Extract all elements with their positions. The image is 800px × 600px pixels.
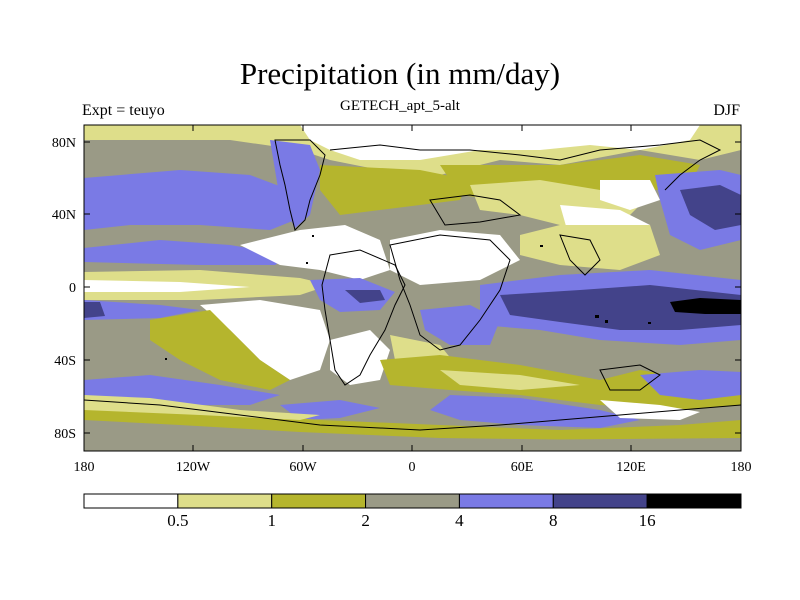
colorbar-swatch bbox=[271, 493, 367, 509]
eqpac-dark bbox=[84, 302, 105, 318]
indo-dark bbox=[500, 285, 741, 330]
lat-tick-label: 0 bbox=[69, 281, 76, 296]
colorbar-swatch bbox=[458, 493, 554, 509]
colorbar-label: 4 bbox=[455, 511, 464, 530]
coast-india bbox=[559, 234, 601, 276]
coast-greenland-arctic bbox=[329, 139, 722, 191]
coast-antarctica bbox=[84, 399, 741, 431]
ant-olive bbox=[84, 405, 741, 440]
page-title: Precipitation (in mm/day) bbox=[239, 56, 561, 91]
natl-olive bbox=[320, 165, 470, 215]
colorbar-label: 8 bbox=[549, 511, 558, 530]
lat-tick-label: 80N bbox=[52, 136, 76, 151]
colorbar-label: 2 bbox=[361, 511, 370, 530]
s-yellow-band bbox=[440, 370, 580, 390]
so-blue-2 bbox=[430, 395, 640, 428]
coast-europe bbox=[429, 194, 522, 226]
coastlines bbox=[84, 139, 741, 431]
ant-yellow bbox=[84, 395, 320, 420]
nh-desert-white bbox=[240, 225, 390, 280]
so-blue-3 bbox=[640, 370, 741, 400]
lat-tick-label: 80S bbox=[54, 427, 76, 442]
sepac-white bbox=[200, 300, 330, 380]
npac-blue bbox=[84, 170, 295, 230]
lon-tick-label: 120E bbox=[616, 460, 646, 475]
ant-grey bbox=[84, 430, 741, 451]
sepac-olive bbox=[150, 310, 290, 390]
itcz-white bbox=[84, 280, 250, 292]
nwpac-dark bbox=[680, 185, 741, 230]
africa-white bbox=[390, 230, 520, 285]
colorbar-label: 16 bbox=[639, 511, 656, 530]
colorbar-swatch bbox=[365, 493, 460, 509]
lon-tick-label: 60E bbox=[511, 460, 534, 475]
experiment-label: Expt = teuyo bbox=[82, 102, 165, 119]
lon-tick-label: 120W bbox=[176, 460, 211, 475]
coast-north-america bbox=[274, 139, 326, 231]
npac-blue-2 bbox=[84, 240, 290, 265]
sam-white bbox=[330, 330, 390, 385]
north-polar-white bbox=[300, 125, 700, 160]
lon-tick-label: 180 bbox=[74, 460, 95, 475]
colorbar-swatch bbox=[646, 493, 742, 509]
coast-australia bbox=[599, 364, 661, 391]
sam-dark bbox=[345, 290, 385, 303]
colorbar-swatch bbox=[177, 493, 273, 509]
lon-tick-label: 180 bbox=[731, 460, 752, 475]
lat-axis: 80N 40N 0 40S 80S bbox=[52, 136, 741, 442]
colorbar-label: 1 bbox=[267, 511, 276, 530]
asia-yellow bbox=[520, 225, 660, 270]
lon-tick-label: 0 bbox=[409, 460, 416, 475]
nam-coast-blue bbox=[270, 140, 320, 228]
season-label: DJF bbox=[713, 102, 740, 119]
asia-white-2 bbox=[600, 180, 660, 210]
colorbar-swatch bbox=[552, 493, 648, 509]
precip-field bbox=[84, 125, 741, 451]
colorbar-label: 0.5 bbox=[167, 511, 188, 530]
colorbar-swatch bbox=[83, 493, 179, 509]
lon-axis: 180 120W 60W 0 60E 120E 180 bbox=[74, 125, 752, 475]
islands bbox=[165, 235, 651, 360]
satl-blue bbox=[420, 305, 500, 345]
lat-tick-label: 40N bbox=[52, 208, 76, 223]
lon-tick-label: 60W bbox=[289, 460, 317, 475]
coast-africa bbox=[389, 234, 511, 351]
wpac-black bbox=[670, 298, 741, 314]
experiment-subtitle: GETECH_apt_5-alt bbox=[340, 98, 460, 114]
colorbar: 0.5 1 2 4 8 16 bbox=[83, 493, 742, 530]
eqpac-blue bbox=[84, 300, 200, 320]
lat-tick-label: 40S bbox=[54, 354, 76, 369]
